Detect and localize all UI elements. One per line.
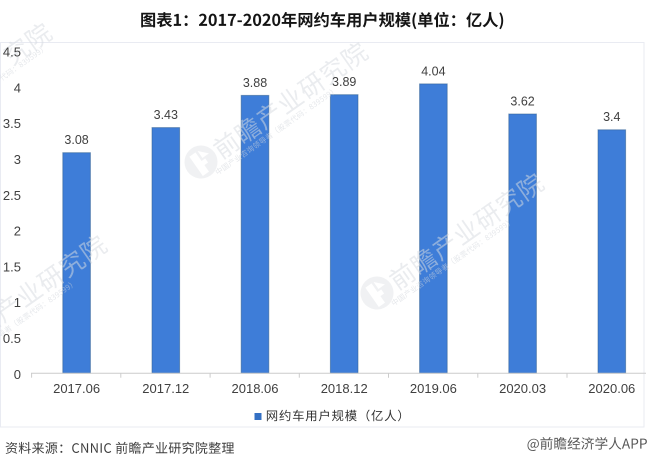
svg-text:1.5: 1.5: [3, 259, 21, 274]
svg-text:2019.06: 2019.06: [410, 381, 457, 396]
svg-text:0.5: 0.5: [3, 331, 21, 346]
svg-text:4.04: 4.04: [421, 64, 445, 78]
svg-text:2018.06: 2018.06: [232, 381, 279, 396]
svg-text:2.5: 2.5: [3, 188, 21, 203]
svg-text:4.5: 4.5: [3, 45, 21, 60]
svg-text:2020.03: 2020.03: [499, 381, 546, 396]
svg-text:2018.12: 2018.12: [321, 381, 368, 396]
svg-text:2: 2: [14, 224, 21, 239]
svg-text:3.5: 3.5: [3, 116, 21, 131]
svg-text:1: 1: [14, 295, 21, 310]
svg-text:3.89: 3.89: [332, 75, 356, 89]
svg-text:3.88: 3.88: [243, 76, 267, 90]
svg-text:4: 4: [14, 80, 21, 95]
svg-text:2020.06: 2020.06: [588, 381, 635, 396]
svg-text:0: 0: [14, 367, 21, 382]
svg-text:2017.12: 2017.12: [142, 381, 189, 396]
svg-text:3.62: 3.62: [510, 94, 534, 108]
svg-text:3.4: 3.4: [603, 110, 620, 124]
svg-text:3.43: 3.43: [154, 108, 178, 122]
svg-text:3: 3: [14, 152, 21, 167]
svg-text:3.08: 3.08: [64, 133, 88, 147]
svg-text:2017.06: 2017.06: [53, 381, 100, 396]
